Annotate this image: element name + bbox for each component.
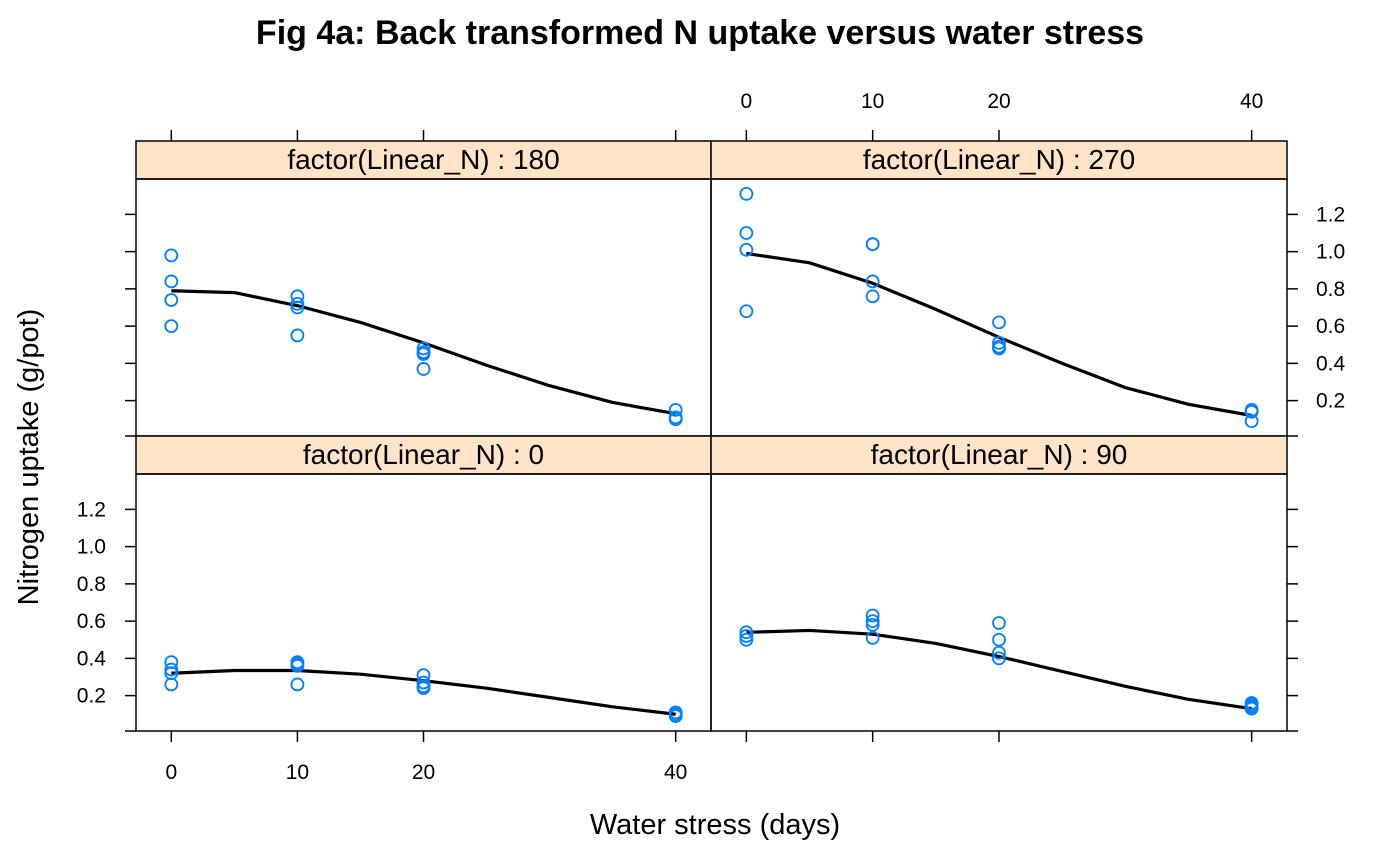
panel-1-strip: [135, 140, 712, 180]
data-point: [164, 662, 179, 677]
data-point: [865, 274, 880, 289]
data-point: [992, 341, 1006, 356]
data-point: [1244, 701, 1259, 716]
data-point: [164, 319, 179, 334]
data-point: [290, 328, 305, 343]
y-tick-label: 0.6: [77, 610, 106, 633]
chart-title: Fig 4a: Back transformed N uptake versus…: [256, 14, 1144, 52]
panel-2-strip-label: factor(Linear_N) : 270: [863, 144, 1135, 175]
panel-4-strip: [710, 435, 1288, 475]
x-tick-label: 20: [987, 90, 1010, 113]
x-tick-label: 20: [412, 761, 435, 784]
data-point: [164, 293, 179, 307]
panel-group: factor(Linear_N) : 180 factor(Linear_N) :…: [77, 90, 1346, 784]
data-point: [1244, 404, 1259, 419]
data-point: [992, 645, 1006, 660]
data-point: [164, 677, 179, 692]
data-point: [992, 651, 1006, 666]
y-tick-label: 1.0: [77, 536, 106, 559]
data-point: [865, 237, 880, 252]
data-point: [739, 226, 754, 240]
data-point: [416, 341, 431, 356]
data-point: [668, 412, 683, 427]
data-point: [739, 629, 754, 643]
x-axis-label: Water stress (days): [590, 809, 840, 841]
panel-1-frame: [135, 178, 712, 437]
panel-1-strip-label: factor(Linear_N) : 180: [287, 144, 559, 175]
panel-2-frame: [710, 178, 1288, 437]
panel-4-frame: [710, 473, 1288, 732]
x-tick-label: 40: [664, 761, 687, 784]
y-tick-label: 0.2: [77, 685, 106, 708]
data-point: [416, 362, 431, 376]
data-point: [164, 248, 179, 263]
data-point: [290, 296, 305, 311]
y-tick-label: 0.8: [1316, 278, 1345, 301]
y-tick-label: 0.4: [1316, 352, 1346, 375]
data-point: [290, 677, 305, 692]
data-point: [290, 658, 305, 673]
data-point: [865, 289, 880, 304]
x-tick-label: 0: [165, 761, 177, 784]
data-point: [992, 335, 1006, 350]
x-tick-label: 40: [1240, 90, 1263, 113]
panel-2-fitted-curve: [746, 251, 1252, 418]
data-point: [668, 709, 683, 724]
panel-4-strip-label: factor(Linear_N) : 90: [871, 439, 1128, 470]
x-tick-label: 10: [861, 90, 884, 113]
data-point: [992, 632, 1006, 647]
y-axis-label: Nitrogen uptake (g/pot): [13, 309, 45, 606]
y-tick-label: 1.0: [1316, 241, 1345, 264]
data-point: [416, 681, 431, 696]
panel-3-strip-label: factor(Linear_N) : 0: [303, 439, 544, 470]
data-point: [865, 630, 880, 645]
data-point: [865, 608, 880, 623]
data-point: [739, 632, 754, 647]
data-point: [992, 616, 1006, 630]
data-point: [739, 242, 754, 257]
y-tick-label: 0.8: [77, 573, 106, 596]
x-tick-label: 0: [741, 90, 753, 113]
data-point: [668, 403, 683, 417]
data-point: [416, 675, 431, 690]
data-point: [739, 304, 754, 319]
data-point: [416, 347, 431, 361]
y-tick-label: 0.4: [77, 647, 107, 670]
x-tick-label: 10: [286, 761, 309, 784]
data-point: [164, 274, 179, 289]
data-point: [739, 625, 754, 640]
panel-4-fitted-curve: [746, 628, 1252, 711]
data-point: [992, 315, 1006, 330]
panel-1-fitted-curve: [171, 289, 676, 416]
y-tick-label: 1.2: [77, 498, 106, 521]
data-point: [865, 614, 880, 629]
y-tick-label: 0.6: [1316, 315, 1345, 338]
data-point: [865, 617, 880, 632]
data-point: [290, 300, 305, 315]
data-point: [1244, 414, 1259, 429]
y-tick-label: 0.2: [1316, 390, 1345, 413]
y-tick-label: 1.2: [1316, 203, 1345, 226]
data-point: [739, 186, 754, 201]
